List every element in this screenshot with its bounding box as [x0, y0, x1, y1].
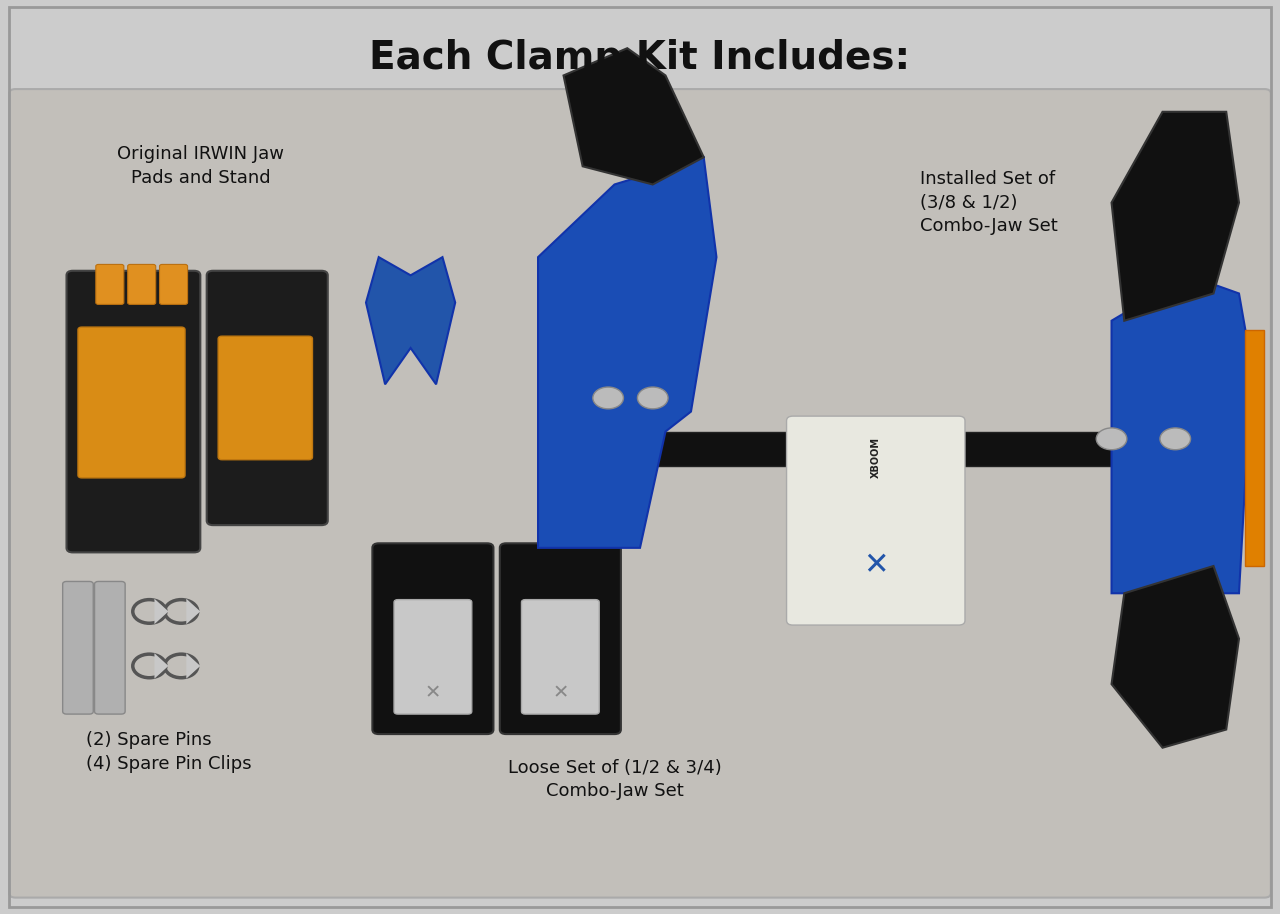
Text: ✕: ✕ — [552, 684, 568, 703]
Polygon shape — [1111, 566, 1239, 748]
Text: Original IRWIN Jaw
Pads and Stand: Original IRWIN Jaw Pads and Stand — [116, 145, 284, 187]
Text: XBOOM: XBOOM — [870, 437, 881, 477]
FancyBboxPatch shape — [521, 600, 599, 714]
Circle shape — [1096, 428, 1126, 450]
FancyBboxPatch shape — [9, 89, 1271, 898]
FancyBboxPatch shape — [160, 264, 188, 304]
FancyBboxPatch shape — [206, 271, 328, 526]
FancyBboxPatch shape — [538, 431, 1252, 466]
Circle shape — [1160, 428, 1190, 450]
FancyBboxPatch shape — [96, 264, 124, 304]
FancyBboxPatch shape — [787, 416, 965, 625]
FancyBboxPatch shape — [394, 600, 472, 714]
Circle shape — [593, 387, 623, 409]
Polygon shape — [538, 157, 717, 547]
Circle shape — [637, 387, 668, 409]
FancyBboxPatch shape — [63, 581, 93, 714]
FancyBboxPatch shape — [128, 264, 156, 304]
Polygon shape — [563, 48, 704, 185]
FancyBboxPatch shape — [95, 581, 125, 714]
FancyBboxPatch shape — [1245, 330, 1265, 566]
Text: Each Clamp Kit Includes:: Each Clamp Kit Includes: — [370, 39, 910, 77]
Text: ✕: ✕ — [863, 551, 888, 580]
Polygon shape — [366, 257, 456, 384]
Polygon shape — [1111, 112, 1239, 321]
Text: (2) Spare Pins
(4) Spare Pin Clips: (2) Spare Pins (4) Spare Pin Clips — [86, 731, 251, 773]
Polygon shape — [155, 599, 169, 624]
FancyBboxPatch shape — [78, 327, 186, 478]
Polygon shape — [155, 654, 169, 679]
FancyBboxPatch shape — [372, 543, 493, 734]
Polygon shape — [187, 654, 200, 679]
FancyBboxPatch shape — [67, 271, 200, 552]
Text: Installed Set of
(3/8 & 1/2)
Combo-Jaw Set: Installed Set of (3/8 & 1/2) Combo-Jaw S… — [920, 170, 1059, 235]
Polygon shape — [1111, 275, 1252, 593]
FancyBboxPatch shape — [499, 543, 621, 734]
FancyBboxPatch shape — [218, 336, 312, 460]
Polygon shape — [187, 599, 200, 624]
Text: Loose Set of (1/2 & 3/4)
Combo-Jaw Set: Loose Set of (1/2 & 3/4) Combo-Jaw Set — [508, 759, 722, 801]
Text: ✕: ✕ — [425, 684, 442, 703]
